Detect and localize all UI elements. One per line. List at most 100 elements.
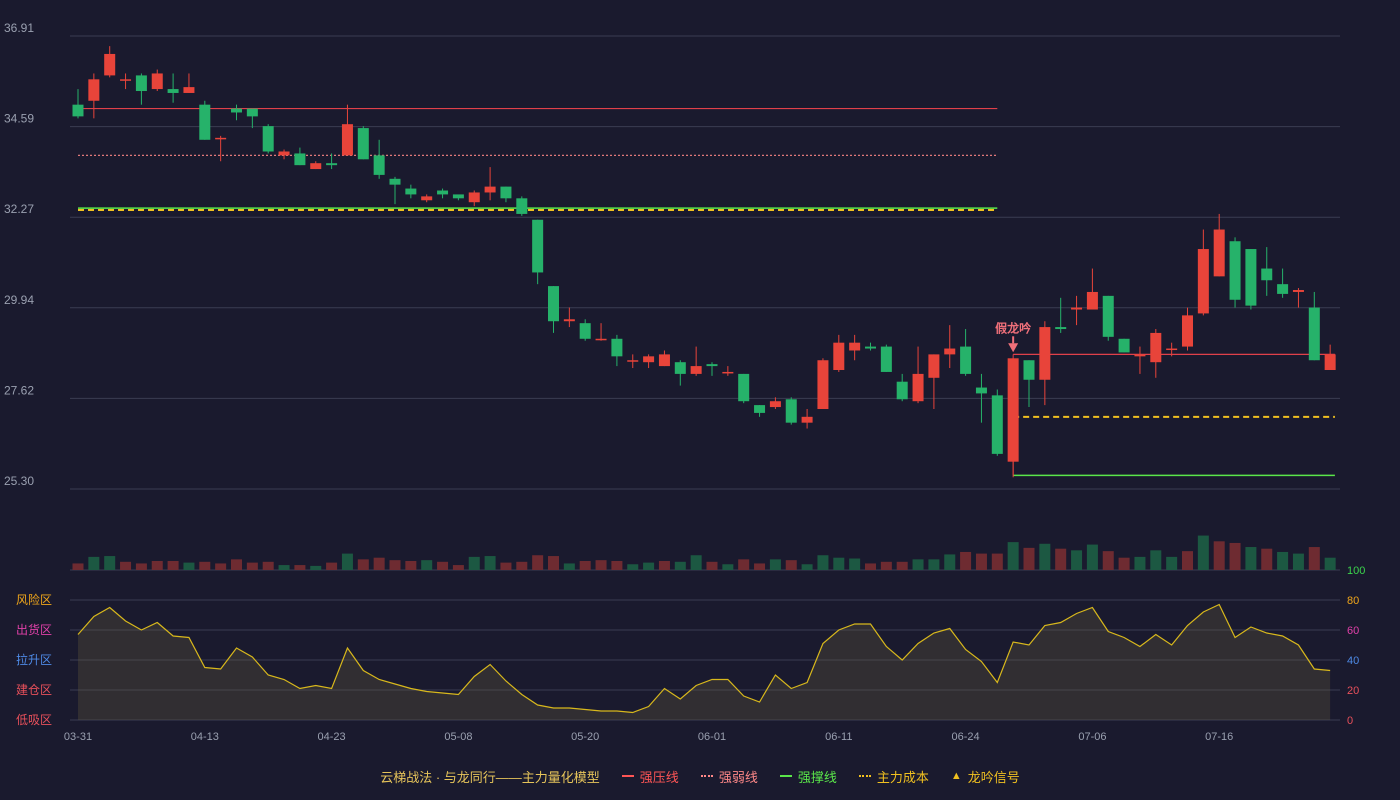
candle-body: [658, 354, 670, 367]
volume-bar: [357, 559, 369, 570]
legend-title: 云梯战法 · 与龙同行——主力量化模型: [380, 769, 600, 785]
candle-body: [437, 190, 449, 195]
volume-bar: [1134, 556, 1146, 570]
candle-body: [405, 188, 417, 195]
volume-bar: [928, 559, 940, 570]
volume-bar: [1292, 553, 1304, 570]
price-tick-label: 29.94: [4, 293, 34, 307]
candle-body: [373, 155, 385, 175]
candle-body: [1261, 268, 1273, 281]
volume-bar: [1261, 548, 1273, 570]
candle-body: [1055, 327, 1067, 330]
legend-item-strong-weak[interactable]: 强弱线: [700, 767, 758, 786]
candle-body: [896, 381, 908, 400]
volume-bar: [468, 556, 480, 570]
candle-body: [294, 153, 306, 166]
price-tick-label: 27.62: [4, 383, 34, 397]
candle-body: [801, 416, 813, 423]
signal-arrow-icon: [1008, 343, 1019, 353]
candle-body: [706, 364, 718, 367]
volume-bar: [611, 560, 623, 570]
candle-body: [595, 338, 607, 341]
candle-body: [310, 163, 322, 170]
candle-body: [120, 79, 132, 81]
volume-bar: [120, 561, 132, 570]
candle-body: [690, 366, 702, 374]
legend-item-strong-support[interactable]: 强撑线: [779, 767, 837, 786]
candle-body: [722, 371, 734, 374]
volume-bar: [215, 563, 227, 570]
candle-body: [1086, 291, 1098, 310]
candle-body: [579, 323, 591, 339]
candle-body: [468, 192, 480, 203]
solid-line-icon: [621, 775, 634, 777]
zone-label: 拉升区: [16, 652, 52, 667]
candle-body: [72, 104, 84, 117]
volume-bar: [627, 564, 639, 570]
candle-body: [1134, 354, 1146, 357]
indicator-tick-label: 0: [1347, 715, 1353, 727]
legend-label: 强弱线: [718, 769, 758, 785]
volume-bar: [785, 560, 797, 570]
candle-body: [326, 163, 338, 166]
stock-chart: 36.91 34.59 32.27 29.94 27.62 25.30 假龙吟 100 80 60…: [4, 21, 1365, 743]
volume-bar: [754, 563, 766, 570]
volume-bar: [563, 563, 575, 570]
candle-body: [769, 401, 781, 408]
volume-bar: [1166, 556, 1178, 570]
candle-body: [880, 346, 892, 372]
x-tick-label: 07-06: [1078, 731, 1106, 743]
candle-body: [1071, 307, 1083, 310]
volume-bar: [769, 559, 781, 570]
candle-body: [833, 342, 845, 370]
volume-bar: [579, 560, 591, 570]
candle-body: [563, 319, 575, 322]
dotted-line-icon: [700, 775, 713, 777]
volume-bar: [1229, 542, 1241, 570]
candle-body: [1182, 315, 1193, 347]
candle-body: [912, 373, 924, 402]
candle-body: [1324, 354, 1336, 370]
legend-label: 主力成本: [876, 769, 929, 785]
candle-body: [1197, 249, 1209, 314]
legend-item-dragon-signal[interactable]: ▲ 龙吟信号: [951, 767, 1020, 786]
indicator-tick-label: 100: [1347, 565, 1365, 577]
volume-bar: [991, 553, 1003, 570]
candle-body: [817, 360, 829, 410]
candle-body: [215, 137, 227, 140]
volume-bar: [421, 560, 433, 570]
volume-bar: [135, 563, 147, 570]
volume-bar: [278, 565, 290, 570]
volume-bar: [1213, 541, 1225, 570]
volume-bar: [1039, 543, 1051, 570]
volume-bar: [72, 563, 84, 570]
volume-bar: [389, 560, 401, 570]
volume-bar: [1277, 551, 1289, 570]
x-tick-label: 05-20: [571, 731, 599, 743]
volume-bar: [880, 561, 892, 570]
volume-bar: [1150, 550, 1162, 570]
candle-body: [389, 178, 401, 185]
volume-bar: [1245, 547, 1257, 570]
price-tick-label: 36.91: [4, 21, 34, 35]
legend-item-strong-pressure[interactable]: 强压线: [621, 767, 679, 786]
candle-body: [643, 356, 655, 363]
candle-body: [183, 87, 195, 93]
volume-bar: [1308, 547, 1320, 570]
candle-body: [627, 360, 639, 362]
candle-body: [1102, 295, 1114, 337]
volume-bar: [960, 551, 972, 570]
candle-body: [167, 89, 179, 93]
candle-body: [674, 362, 686, 374]
indicator-area: [78, 604, 1331, 720]
volume-bar: [738, 559, 750, 570]
candle-body: [991, 395, 1003, 454]
candle-body: [611, 338, 623, 357]
volume-bar: [1086, 544, 1098, 570]
solid-line-icon: [779, 775, 792, 777]
candle-body: [785, 399, 797, 423]
legend-item-main-cost[interactable]: 主力成本: [858, 767, 929, 786]
candle-body: [231, 108, 242, 113]
x-tick-label: 06-24: [952, 731, 980, 743]
candle-body: [262, 126, 274, 152]
